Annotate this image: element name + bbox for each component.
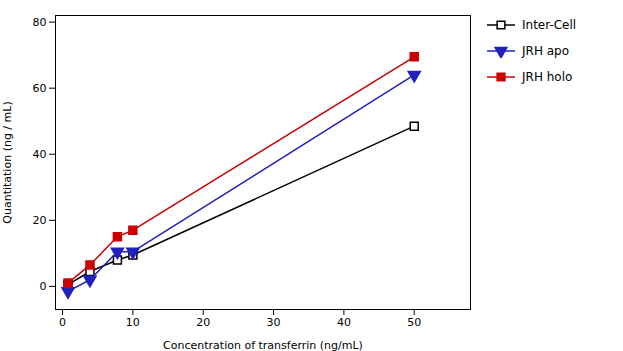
html-text:JRH apo: JRH apo: [522, 44, 569, 58]
svg-text:0: 0: [59, 316, 66, 329]
svg-text:0: 0: [40, 280, 47, 293]
svg-text:30: 30: [267, 316, 281, 329]
svg-text:20: 20: [196, 316, 210, 329]
svg-text:Quantitation (ng / mL): Quantitation (ng / mL): [1, 101, 14, 223]
svg-text:10: 10: [126, 316, 140, 329]
svg-text:40: 40: [337, 316, 351, 329]
html-text:JRH holo: JRH holo: [522, 70, 573, 84]
html-text:Inter-Cell: Inter-Cell: [522, 18, 577, 32]
svg-text:40: 40: [33, 148, 47, 161]
svg-text:80: 80: [33, 16, 47, 29]
svg-text:20: 20: [33, 214, 47, 227]
svg-text:50: 50: [407, 316, 421, 329]
svg-text:60: 60: [33, 82, 47, 95]
svg-text:Concentration of transferrin (: Concentration of transferrin (ng/mL): [163, 339, 363, 351]
